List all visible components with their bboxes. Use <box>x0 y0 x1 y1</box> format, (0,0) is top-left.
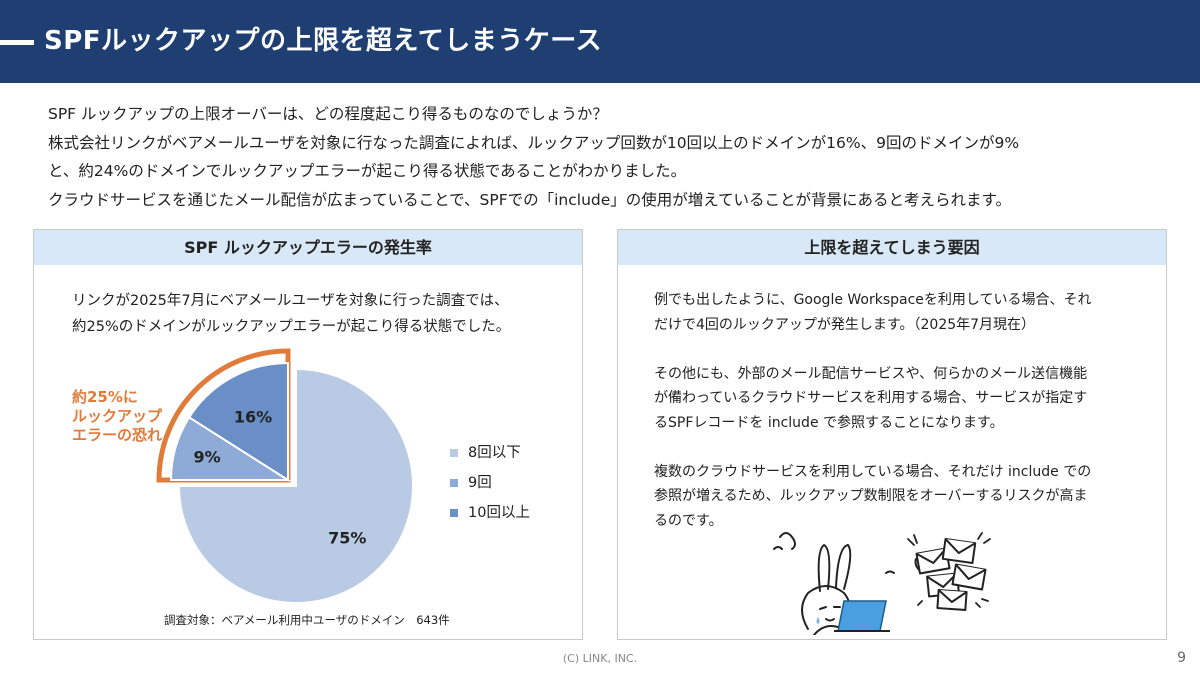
lead-line: 約25%のドメインがルックアップエラーが起こり得る状態でした。 <box>72 319 511 335</box>
sweat-drop-icon <box>816 617 820 624</box>
pie-slice-3 <box>187 361 289 482</box>
causes-panel: 上限を超えてしまう要因 例でも出したように、Google Workspaceを利… <box>617 229 1167 640</box>
text-line: 参照が増えるため、ルックアップ数制限をオーバーするリスクが高ま <box>654 488 1088 504</box>
pie-label-1: 75% <box>328 528 366 547</box>
legend-swatch <box>450 509 458 517</box>
legend-item: 10回以上 <box>450 503 530 533</box>
risk-label-line: 約25%に <box>72 388 138 406</box>
risk-label: 約25%に ルックアップ エラーの恐れ <box>72 388 162 445</box>
error-rate-panel: SPF ルックアップエラーの発生率 リンクが2025年7月にベアメールユーザを対… <box>33 229 583 640</box>
chart-legend: 8回以下 9回 10回以上 <box>450 443 530 533</box>
legend-item: 9回 <box>450 473 530 503</box>
intro-line: SPF ルックアップの上限オーバーは、どの程度起こり得るものなのでしょうか？ <box>48 105 608 123</box>
paragraph: 例でも出したように、Google Workspaceを利用している場合、それ だ… <box>654 288 1092 337</box>
paragraph: その他にも、外部のメール配信サービスや、何らかのメール送信機能 が備わっているク… <box>654 362 1092 436</box>
intro-text: SPF ルックアップの上限オーバーは、どの程度起こり得るものなのでしょうか？ 株… <box>48 100 1168 214</box>
page-title: SPFルックアップの上限を超えてしまうケース <box>44 26 602 56</box>
intro-line: 株式会社リンクがベアメールユーザを対象に行なった調査によれば、ルックアップ回数が… <box>48 133 1020 152</box>
text-line: だけで4回のルックアップが発生します。（2025年7月現在） <box>654 316 1036 333</box>
copyright: (C) LINK, INC. <box>562 652 638 665</box>
page-number: 9 <box>1177 650 1186 666</box>
legend-label: 9回 <box>468 475 492 491</box>
risk-label-line: ルックアップ <box>72 407 163 425</box>
text-line: 複数のクラウドサービスを利用している場合、それだけ include での <box>654 463 1092 480</box>
pie-slice-1 <box>177 367 414 604</box>
pie-label-3: 16% <box>234 407 272 426</box>
legend-item: 8回以下 <box>450 443 530 473</box>
risk-label-line: エラーの恐れ <box>72 426 163 444</box>
legend-label: 10回以上 <box>468 505 530 521</box>
lead-line: リンクが2025年7月にベアメールユーザを対象に行った調査では、 <box>72 293 509 309</box>
causes-text: 例でも出したように、Google Workspaceを利用している場合、それ だ… <box>654 288 1092 558</box>
text-line: るのです。 <box>654 512 723 529</box>
legend-swatch <box>450 479 458 487</box>
intro-line: と、約24%のドメインでルックアップエラーが起こり得る状態であることがわかりまし… <box>48 162 687 180</box>
text-line: 例でも出したように、Google Workspaceを利用している場合、それ <box>654 292 1092 308</box>
panel-title: SPF ルックアップエラーの発生率 <box>34 230 582 265</box>
legend-label: 8回以下 <box>468 445 521 461</box>
survey-note: 調査対象：ベアメール利用中ユーザのドメイン 643件 <box>164 613 450 627</box>
rabbit-email-illustration <box>773 532 991 635</box>
intro-line: クラウドサービスを通じたメール配信が広まっていることで、SPFでの「includ… <box>48 190 1011 209</box>
panel-title: 上限を超えてしまう要因 <box>618 230 1166 265</box>
header-accent-line <box>0 40 34 45</box>
pie-chart: 75% 9% 16% <box>156 348 414 604</box>
text-line: その他にも、外部のメール配信サービスや、何らかのメール送信機能 <box>654 365 1088 382</box>
paragraph: 複数のクラウドサービスを利用している場合、それだけ include での 参照が… <box>654 460 1092 534</box>
text-line: が備わっているクラウドサービスを利用する場合、サービスが指定す <box>654 390 1088 406</box>
panel-lead: リンクが2025年7月にベアメールユーザを対象に行った調査では、 約25%のドメ… <box>72 288 510 340</box>
pie-label-2: 9% <box>194 447 221 466</box>
envelope-icons <box>915 538 987 611</box>
text-line: るSPFレコードを include で参照することになります。 <box>654 414 1004 431</box>
header-bar: SPFルックアップの上限を超えてしまうケース <box>0 0 1200 83</box>
legend-swatch <box>450 449 458 457</box>
